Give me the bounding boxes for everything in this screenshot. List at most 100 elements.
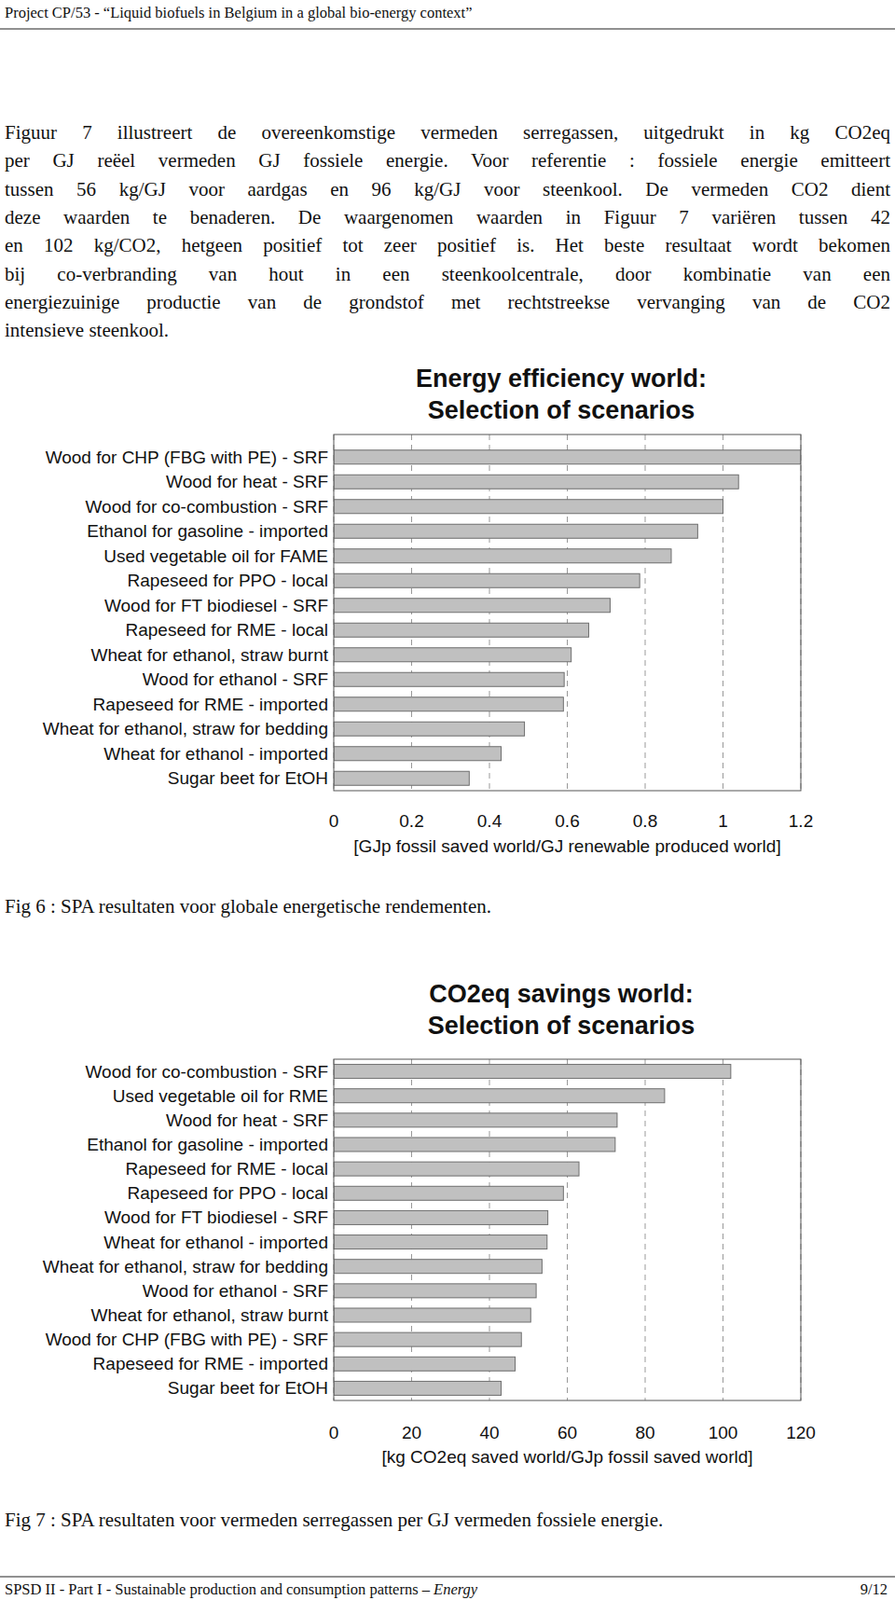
tick-label: 40 xyxy=(479,1422,499,1443)
plot-frame xyxy=(333,434,801,791)
bar xyxy=(333,721,525,736)
category-label: Sugar beet for EtOH xyxy=(167,768,329,788)
footer-rule xyxy=(0,1576,895,1578)
category-label: Wood for CHP (FBG with PE) - SRF xyxy=(45,447,329,468)
bar xyxy=(333,1210,549,1225)
category-label: Wheat for ethanol, straw for bedding xyxy=(42,1256,329,1277)
paragraph-line: deze waarden te benaderen. De waargenome… xyxy=(4,203,891,232)
category-label: Wood for CHP (FBG with PE) - SRF xyxy=(45,1329,329,1350)
bar xyxy=(333,771,469,785)
paragraph-line: intensieve steenkool. xyxy=(4,316,891,345)
bar xyxy=(333,1332,522,1347)
footer-emphasis: Energy xyxy=(432,1580,479,1598)
axis-label: [GJp fossil saved world/GJ renewable pro… xyxy=(353,836,781,856)
category-label: Sugar beet for EtOH xyxy=(167,1377,329,1398)
bar xyxy=(333,1185,564,1200)
footer-text: SPSD II - Part I - Sustainable productio… xyxy=(4,1580,434,1598)
bar xyxy=(333,523,698,538)
paragraph-line: en 102 kg/CO2, hetgeen positief tot zeer… xyxy=(4,231,891,260)
bar xyxy=(333,1088,665,1103)
category-label: Rapeseed for RME - imported xyxy=(93,694,329,715)
bars xyxy=(333,450,801,786)
bar xyxy=(333,672,565,687)
plot-frame xyxy=(333,1059,801,1401)
header-rule xyxy=(0,28,895,30)
bar xyxy=(333,1137,616,1152)
category-label: Wheat for ethanol - imported xyxy=(103,743,329,764)
category-label: Rapeseed for PPO - local xyxy=(127,570,329,591)
chart: Energy efficiency world:Selection of sce… xyxy=(4,364,813,918)
bar xyxy=(333,474,739,489)
category-label: Ethanol for gasoline - imported xyxy=(86,1134,329,1155)
chart-subtitle: Selection of scenarios xyxy=(427,396,696,425)
category-label: Wheat for ethanol, straw burnt xyxy=(90,645,329,665)
category-label: Used vegetable oil for RME xyxy=(112,1086,329,1106)
bar xyxy=(333,573,640,588)
bar xyxy=(333,647,572,662)
tick-label: 60 xyxy=(557,1422,578,1443)
bar xyxy=(333,598,610,613)
category-label: Wood for FT biodiesel - SRF xyxy=(104,1207,329,1227)
page-number: 9/12 xyxy=(860,1580,888,1598)
grid-line xyxy=(489,1059,491,1401)
bar xyxy=(333,697,564,712)
paragraph-line: Figuur 7 illustreert de overeenkomstige … xyxy=(4,118,891,147)
chart: CO2eq savings world: Selection of scenari… xyxy=(4,979,816,1531)
category-label: Wood for heat - SRF xyxy=(165,471,329,492)
tick-label: 0.8 xyxy=(633,811,658,831)
grid-line xyxy=(411,1059,413,1401)
tick-label: 100 xyxy=(708,1422,739,1443)
tick-label: 0.6 xyxy=(554,811,579,831)
tick-label: 0 xyxy=(329,1422,340,1443)
category-label: Wheat for ethanol, straw for bedding xyxy=(42,718,329,739)
grid-line xyxy=(722,1059,724,1401)
bar xyxy=(333,1259,542,1274)
bar xyxy=(333,1356,516,1371)
category-label: Ethanol for gasoline - imported xyxy=(86,521,329,541)
chart-title: CO2eq savings world: xyxy=(428,979,694,1008)
grid-line xyxy=(645,1059,647,1401)
tick-label: 120 xyxy=(785,1422,816,1443)
category-label: Wood for co-combustion - SRF xyxy=(85,1061,329,1082)
tick-label: 1.2 xyxy=(788,811,813,831)
category-label: Wood for heat - SRF xyxy=(165,1110,329,1130)
category-label: Wood for ethanol - SRF xyxy=(142,669,329,689)
bar xyxy=(333,499,724,514)
header: Project CP/53 - “Liquid biofuels in Belg… xyxy=(4,3,472,22)
bar xyxy=(333,1064,731,1079)
tick-label: 80 xyxy=(634,1422,655,1443)
axis-label: [kg CO2eq saved world/GJp fossil saved w… xyxy=(381,1446,753,1467)
bar xyxy=(333,1113,618,1128)
tick-label: 0.4 xyxy=(477,811,503,831)
bars xyxy=(333,1064,731,1396)
category-label: Used vegetable oil for FAME xyxy=(103,546,329,566)
category-label: Wheat for ethanol, straw burnt xyxy=(90,1305,329,1325)
tick-label: 0.2 xyxy=(399,811,424,831)
bar xyxy=(333,1235,548,1250)
chart-subtitle: Selection of scenarios xyxy=(427,1011,696,1040)
bar xyxy=(333,549,672,564)
paragraph-line: per GJ reëel vermeden GJ fossiele energi… xyxy=(4,146,891,175)
tick-label: 0 xyxy=(329,811,340,831)
category-label: Rapeseed for RME - local xyxy=(124,619,329,640)
figure-caption: Fig 7 : SPA resultaten voor vermeden ser… xyxy=(4,1508,663,1531)
bar xyxy=(333,1161,579,1176)
bar xyxy=(333,450,801,465)
bar xyxy=(333,622,589,637)
category-label: Wood for ethanol - SRF xyxy=(142,1280,329,1301)
category-label: Rapeseed for PPO - local xyxy=(127,1183,329,1203)
grid-line xyxy=(566,1059,568,1401)
page: Figuur 7 illustreert de overeenkomstige … xyxy=(0,0,895,1600)
paragraph-line: energiezuinige productie van de grondsto… xyxy=(4,288,891,317)
tick-label: 20 xyxy=(401,1422,422,1443)
paragraph-line: bij co-verbranding van hout in een steen… xyxy=(4,260,891,289)
tick-label: 1 xyxy=(717,811,729,831)
category-label: Wood for co-combustion - SRF xyxy=(85,496,329,517)
paragraph-line: tussen 56 kg/GJ voor aardgas en 96 kg/GJ… xyxy=(4,175,891,204)
category-label: Rapeseed for RME - local xyxy=(124,1158,329,1179)
category-label: Rapeseed for RME - imported xyxy=(93,1353,329,1374)
bar xyxy=(333,1308,531,1322)
category-label: Wheat for ethanol - imported xyxy=(103,1232,329,1253)
figure-caption: Fig 6 : SPA resultaten voor globale ener… xyxy=(4,895,492,918)
bar xyxy=(333,746,502,761)
